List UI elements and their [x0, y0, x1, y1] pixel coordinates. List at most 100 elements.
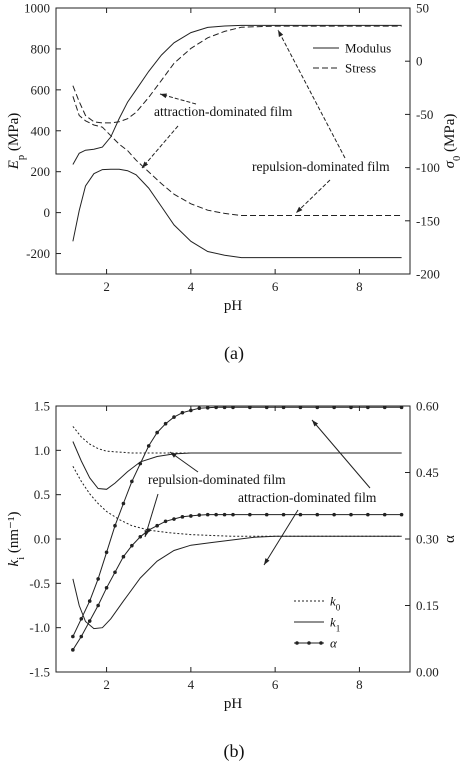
- x-tick-label: 4: [188, 279, 195, 294]
- y-right-tick-label: -100: [416, 160, 440, 175]
- series-point-4: [349, 406, 353, 410]
- y-right-tick-label: -200: [416, 267, 440, 282]
- series-point-5: [382, 512, 387, 517]
- series-point-5: [189, 514, 193, 518]
- series-point-4: [231, 406, 235, 410]
- annotation-arrow: [263, 509, 299, 566]
- plot-frame: [55, 7, 411, 275]
- series-point-4: [298, 406, 303, 410]
- series-point-4: [146, 444, 151, 448]
- annotation-attraction: attraction-dominated film: [154, 104, 293, 119]
- series-point-4: [332, 406, 336, 410]
- x-axis-label: pH: [224, 298, 243, 314]
- series-point-4: [366, 406, 370, 410]
- annotation-repulsion: repulsion-dominated film: [252, 159, 390, 174]
- y-right-tick-label: -150: [416, 213, 440, 228]
- legend-marker: [307, 641, 311, 645]
- annotation-arrowhead: [142, 161, 149, 168]
- series-point-5: [332, 512, 336, 517]
- series-point-4: [79, 617, 84, 621]
- series-point-5: [366, 512, 370, 517]
- annotation-arrow: [277, 29, 346, 159]
- chart-b: 2 4 6 8 -1.5 -1.0 -0.5 0.0 0.5 1.0 1.5 0.00 0.15 0.30…: [6, 399, 458, 763]
- series-point-4: [399, 406, 404, 410]
- y-right-tick-label: 0.15: [416, 598, 439, 613]
- x-axis-label: pH: [224, 696, 243, 712]
- series-point-5: [163, 519, 168, 524]
- series-point-5: [172, 517, 176, 521]
- x-tick-label: 8: [356, 677, 363, 692]
- series-point-4: [71, 634, 75, 639]
- annotation-attraction: attraction-dominated film: [238, 490, 377, 505]
- series-point-4: [214, 406, 218, 410]
- series-point-5: [79, 634, 84, 639]
- series-line-1: [72, 466, 402, 537]
- series-point-4: [155, 430, 159, 435]
- series-point-5: [96, 603, 100, 608]
- y-right-tick-label: -50: [416, 107, 433, 122]
- series-point-4: [180, 410, 185, 415]
- y-left-tick-label: -1.0: [29, 620, 50, 635]
- y-left-tick-label: 400: [31, 123, 51, 138]
- chart-a: 2 4 6 8 -200 0 200 400 600 800 1000 -200 -150 -100 -50…: [6, 1, 463, 365]
- series-point-5: [180, 515, 185, 519]
- series-point-4: [87, 599, 92, 603]
- series-point-5: [248, 512, 252, 517]
- x-tick-label: 8: [356, 279, 363, 294]
- y-left-axis-label: ki (nm⁻¹): [6, 512, 27, 567]
- y-right-tick-label: 0: [416, 54, 423, 69]
- legend-marker: [319, 641, 323, 645]
- series-point-5: [138, 534, 143, 539]
- series-point-5: [197, 513, 202, 517]
- series-point-5: [104, 585, 109, 590]
- series-point-5: [281, 512, 286, 517]
- annotation-arrow: [295, 179, 331, 214]
- annotation-arrowhead: [264, 558, 270, 565]
- annotation-arrowhead: [278, 30, 284, 37]
- plot-frame: [55, 405, 411, 673]
- x-tick-label: 4: [188, 677, 195, 692]
- series-point-4: [197, 406, 202, 411]
- series-line-0: [72, 24, 402, 165]
- y-left-tick-label: 0.5: [34, 487, 50, 502]
- annotation-arrowhead: [170, 452, 177, 458]
- y-left-tick-label: -0.5: [29, 576, 50, 591]
- series-point-4: [138, 461, 143, 466]
- series-point-4: [163, 421, 168, 426]
- y-left-tick-label: 600: [31, 82, 51, 97]
- x-tick-label: 2: [103, 677, 110, 692]
- series-point-5: [399, 512, 404, 517]
- series-point-4: [222, 406, 227, 410]
- series-point-4: [281, 406, 286, 410]
- legend-marker: [295, 641, 299, 645]
- series-line-5: [72, 514, 402, 651]
- series-point-4: [113, 523, 117, 528]
- series-point-5: [130, 543, 134, 548]
- series-line-3: [72, 535, 402, 630]
- x-tick-label: 2: [103, 279, 110, 294]
- y-right-tick-label: 0.00: [416, 665, 439, 680]
- y-left-tick-label: 1.5: [34, 399, 50, 414]
- series-line-2: [72, 25, 402, 124]
- y-left-tick-label: 1.0: [34, 443, 50, 458]
- series-point-4: [104, 550, 109, 555]
- legend-label: k1: [330, 615, 340, 634]
- series-point-5: [205, 512, 210, 517]
- series-point-4: [130, 479, 134, 484]
- series-line-3: [72, 96, 402, 216]
- y-left-tick-label: -1.5: [29, 665, 50, 680]
- legend-label: k0: [330, 594, 341, 613]
- y-left-tick-label: 0.0: [34, 532, 50, 547]
- series-point-4: [172, 415, 176, 419]
- annotation-arrowhead: [144, 530, 150, 537]
- series-point-4: [264, 406, 269, 410]
- y-right-tick-label: 0.45: [416, 465, 439, 480]
- y-right-tick-label: 0.30: [416, 532, 439, 547]
- series-point-5: [231, 512, 235, 517]
- annotation-arrowhead: [160, 93, 167, 99]
- series-point-5: [113, 570, 117, 575]
- annotation-arrowhead: [296, 206, 303, 213]
- series-line-4: [72, 406, 402, 637]
- annotation-arrow: [311, 419, 371, 489]
- annotation-arrow: [141, 125, 179, 169]
